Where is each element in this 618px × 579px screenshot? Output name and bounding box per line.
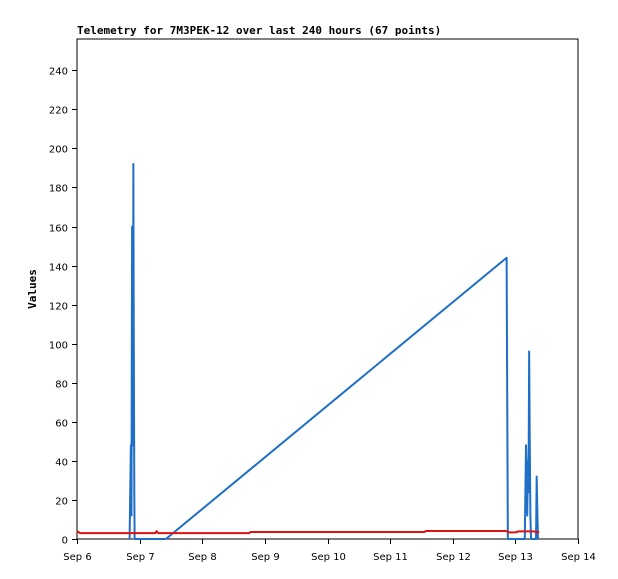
plot-frame: [76, 38, 579, 540]
y-tick-label: 160: [49, 224, 68, 235]
x-tick-label: Sep 6: [63, 552, 91, 563]
x-tick-label: Sep 14: [561, 552, 596, 563]
y-tick-label: 140: [49, 263, 68, 274]
y-tick-label: 60: [55, 419, 68, 430]
x-tick-label: Sep 10: [311, 552, 346, 563]
x-tick-label: Sep 9: [251, 552, 279, 563]
series-line-2: [76, 529, 540, 535]
axes-layer: 0 20 40 60 80 100 120 140 160 180 200 220 240 Sep 6 Se…: [49, 38, 596, 563]
series-line-1: [128, 163, 539, 540]
x-tick-label: Sep 7: [126, 552, 154, 563]
x-tick-label: Sep 13: [498, 552, 533, 563]
y-axis-label: Values: [26, 269, 39, 309]
y-tick-label: 200: [49, 145, 68, 156]
y-tick-label: 40: [55, 458, 68, 469]
x-tick-label: Sep 8: [188, 552, 216, 563]
y-tick-label: 0: [62, 536, 68, 547]
y-tick-label: 80: [55, 380, 68, 391]
x-tick-label: Sep 12: [436, 552, 471, 563]
y-tick-label: 180: [49, 184, 68, 195]
y-tick-label: 100: [49, 341, 68, 352]
series-layer: [76, 163, 540, 540]
y-tick-label: 120: [49, 302, 68, 313]
y-tick-label: 240: [49, 67, 68, 78]
y-tick-label: 220: [49, 106, 68, 117]
chart-title: Telemetry for 7M3PEK-12 over last 240 ho…: [77, 24, 441, 37]
x-tick-label: Sep 11: [373, 552, 408, 563]
y-tick-label: 20: [55, 497, 68, 508]
